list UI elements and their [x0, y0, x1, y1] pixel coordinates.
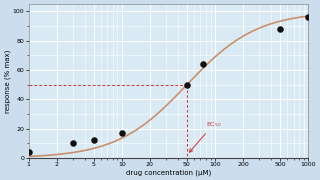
Point: [70, 142, 76, 145]
Point: [26, 151, 31, 154]
Point: [277, 28, 283, 31]
Point: [119, 132, 124, 135]
Point: [306, 16, 311, 19]
Y-axis label: response (% max): response (% max): [4, 50, 11, 113]
Point: [184, 83, 189, 86]
Point: [201, 63, 206, 66]
X-axis label: drug concentration (μM): drug concentration (μM): [126, 169, 211, 176]
Text: EC$_{50}$: EC$_{50}$: [189, 120, 221, 152]
Point: [91, 139, 96, 142]
